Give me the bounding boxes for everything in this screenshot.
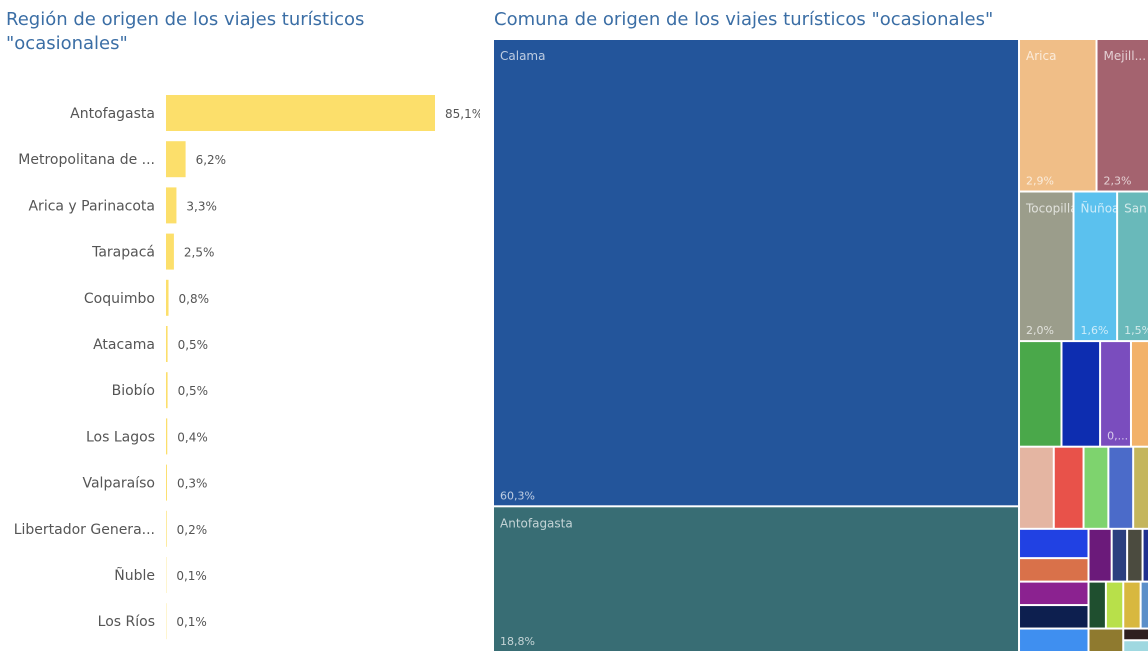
y-tick-label: Atacama — [93, 337, 155, 353]
y-tick-label: Ñuble — [114, 567, 155, 584]
treemap-tile — [1124, 629, 1148, 640]
data-label: 0,1% — [176, 615, 207, 629]
treemap-tile — [1128, 529, 1142, 581]
bar — [166, 372, 168, 409]
treemap-tile — [1084, 447, 1108, 528]
bar — [166, 418, 168, 455]
treemap-tile — [1089, 529, 1111, 581]
bar — [166, 279, 169, 316]
y-tick-label: Los Ríos — [98, 614, 155, 630]
data-label: 0,5% — [178, 338, 209, 352]
treemap-tile — [1109, 447, 1133, 528]
y-tick-label: Tarapacá — [91, 245, 155, 261]
treemap-tile — [1106, 582, 1123, 628]
treemap-tile — [1112, 529, 1127, 581]
treemap-tile — [1131, 342, 1148, 446]
bar — [166, 141, 186, 178]
data-label: 6,2% — [196, 153, 227, 167]
y-tick-label: Arica y Parinacota — [28, 198, 155, 214]
treemap: Calama 60,3% Antofagasta 18,8% Arica 2,9% Meji… — [494, 40, 1148, 651]
data-label: 0,... — [1107, 430, 1128, 443]
treemap-tile — [1118, 192, 1148, 341]
treemap-tile — [1020, 606, 1088, 628]
data-label: 2,3% — [1104, 175, 1132, 188]
y-tick-label: Los Lagos — [86, 429, 155, 445]
treemap-tile — [1134, 447, 1148, 528]
bar — [166, 233, 174, 270]
data-label: 3,3% — [186, 199, 217, 213]
tile-label: San Pe... — [1124, 202, 1148, 216]
data-label: 85,1% — [445, 107, 480, 121]
tile-label: Calama — [500, 49, 545, 63]
treemap-tile — [1020, 40, 1096, 191]
data-label: 0,5% — [178, 384, 209, 398]
treemap-tile — [1062, 342, 1100, 446]
treemap-tile — [494, 507, 1019, 651]
data-label: 2,5% — [184, 246, 215, 260]
bar — [166, 326, 168, 362]
data-label: 0,8% — [179, 292, 210, 306]
data-label: 2,0% — [1026, 324, 1054, 337]
bar-chart: Antofagasta 85,1% Metropolitana de ... 6,2%… — [14, 95, 480, 640]
data-label: 18,8% — [500, 635, 535, 648]
treemap-tile — [1054, 447, 1083, 528]
treemap-tile — [1020, 559, 1088, 581]
treemap-tile — [1124, 582, 1140, 628]
data-label: 0,1% — [176, 569, 207, 583]
data-label: 2,9% — [1026, 175, 1054, 188]
y-tick-label: Biobío — [112, 383, 155, 399]
treemap-tile — [1020, 342, 1061, 446]
bar — [166, 510, 167, 547]
tile-label: Arica — [1026, 49, 1056, 63]
tile-label: Tocopilla — [1025, 202, 1078, 216]
data-label: 0,3% — [177, 477, 208, 491]
data-label: 60,3% — [500, 489, 535, 502]
treemap-tile — [1143, 529, 1148, 581]
treemap-tile — [1020, 529, 1088, 558]
treemap-tile — [1020, 447, 1053, 528]
bar — [166, 95, 435, 131]
y-tick-label: Valparaíso — [82, 476, 155, 492]
y-tick-label: Antofagasta — [70, 106, 155, 122]
y-tick-label: Metropolitana de ... — [18, 152, 155, 168]
treemap-tile — [1141, 582, 1148, 628]
treemap-tile — [1089, 582, 1105, 628]
treemap-tile — [1089, 629, 1123, 651]
data-label: 1,5% — [1124, 324, 1148, 337]
bar — [166, 187, 177, 224]
treemap-tile — [1020, 192, 1073, 341]
treemap-tile — [1101, 342, 1130, 446]
chart-title: Región de origen de los viajes turístico… — [6, 9, 365, 54]
tile-label: Mejill... — [1104, 49, 1147, 63]
chart-title: Comuna de origen de los viajes turístico… — [494, 9, 994, 30]
bar — [166, 464, 167, 501]
treemap-tile — [1097, 40, 1148, 191]
treemap-tile — [1074, 192, 1117, 341]
treemap-tile — [494, 40, 1019, 506]
y-tick-label: Coquimbo — [84, 291, 155, 307]
data-label: 0,4% — [177, 430, 208, 444]
treemap-tile — [1020, 582, 1088, 605]
tile-label: Antofagasta — [500, 516, 573, 530]
data-label: 0,2% — [177, 523, 208, 537]
y-tick-label: Libertador Genera... — [14, 522, 155, 538]
treemap-tile — [1124, 641, 1148, 651]
tile-label: Ñuñoa — [1081, 201, 1120, 216]
treemap-tile — [1020, 629, 1088, 651]
data-label: 1,6% — [1081, 324, 1109, 337]
